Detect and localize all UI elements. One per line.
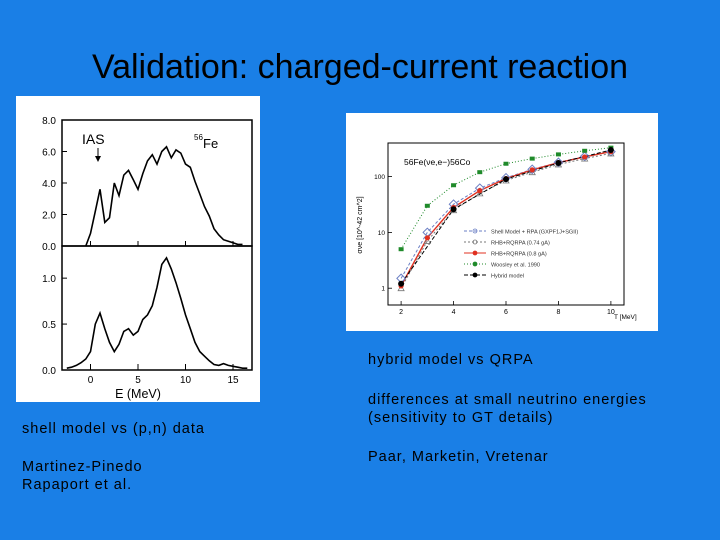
legend-marker — [472, 239, 478, 245]
data-point — [423, 237, 432, 244]
legend-label: Woosley et al. 1990 — [491, 263, 540, 269]
x-tick-label: 5 — [135, 375, 141, 386]
data-point — [579, 151, 590, 162]
data-point — [422, 227, 433, 238]
shell-model-series — [66, 256, 248, 369]
data-point — [398, 280, 405, 287]
data-point — [529, 167, 535, 173]
pn-data-series — [85, 145, 243, 247]
data-point — [398, 247, 404, 252]
data-point — [450, 206, 457, 213]
slide-title: Validation: charged-current reaction — [91, 48, 629, 86]
x-tick-label: 8 — [556, 309, 560, 316]
pn-chart-svg: 0.02.04.06.08.0 0.00.51.0 0 5 10 15 IAS 56 … — [42, 116, 253, 401]
caption-author-1: Martinez-Pinedo — [22, 459, 143, 475]
bottom-y-tick-label: 1.0 — [42, 274, 56, 285]
data-point — [424, 203, 430, 208]
legend-marker — [472, 250, 478, 256]
legend-marker — [472, 272, 478, 278]
pn-data-chart: 0.0 2.0 4.0 6.0 8.0 0.0 0.5 1.0 0 5 10 15 IAS 56 … — [16, 96, 260, 402]
x-tick-label: 2 — [399, 309, 403, 316]
y-axis-label: σνe [10^-42 cm^2] — [357, 196, 364, 253]
data-point — [476, 189, 484, 197]
x-tick-label: 6 — [504, 309, 508, 316]
caption-shell-model: shell model vs (p,n) data — [22, 421, 205, 437]
data-point — [555, 160, 562, 167]
y-tick-label: 10 — [378, 230, 386, 237]
legend-marker — [472, 228, 478, 234]
caption-differences: differences at small neutrino energies — [368, 392, 647, 408]
top-y-tick-label: 2.0 — [42, 211, 56, 222]
annotation-mass-number: 56 — [194, 133, 203, 142]
bottom-y-tick-label: 0.5 — [42, 320, 56, 331]
data-point — [582, 154, 588, 160]
top-y-tick-label: 8.0 — [42, 116, 56, 127]
caption-authors-paar: Paar, Marketin, Vretenar — [368, 449, 549, 465]
top-y-tick-label: 4.0 — [42, 179, 56, 190]
top-y-tick-label: 6.0 — [42, 148, 56, 159]
data-point — [396, 273, 407, 284]
bottom-y-tick-label: 0.0 — [42, 366, 56, 377]
data-point — [503, 176, 509, 183]
x-tick-label: 0 — [88, 375, 94, 386]
caption-author-2: Rapaport et al. — [22, 477, 133, 493]
legend-label: RHB+RQRPA (0.74 gA) — [491, 241, 550, 247]
data-point — [503, 161, 509, 166]
annotation-element: Fe — [203, 136, 218, 151]
legend-label: RHB+RQRPA (0.8 gA) — [491, 252, 547, 258]
data-point — [451, 183, 457, 188]
x-tick-label: 10 — [607, 309, 615, 316]
data-point — [529, 156, 535, 161]
cross-section-chart-svg: 2 4 6 8 10 1 10 100 56Fe(νe,e−)56Co σνe [10^-42… — [357, 142, 637, 321]
bottom-panel-frame — [61, 245, 253, 371]
plot-frame — [387, 142, 625, 306]
caption-sensitivity: (sensitivity to GT details) — [368, 410, 554, 426]
y-tick-label: 1 — [381, 286, 385, 293]
x-axis-label: E (MeV) — [115, 387, 161, 401]
data-point — [477, 170, 483, 175]
x-axis-label: T [MeV] — [614, 314, 637, 321]
data-point — [607, 146, 614, 153]
legend-label: Shell Model + RPA (GXPF1J+SGII) — [491, 230, 578, 236]
legend-marker — [472, 261, 478, 267]
x-tick-label: 4 — [452, 309, 456, 316]
x-tick-label: 15 — [227, 375, 239, 386]
chart-title: 56Fe(νe,e−)56Co — [404, 157, 471, 167]
x-tick-label: 10 — [180, 375, 192, 386]
series-line — [400, 151, 611, 279]
ias-arrow-head — [95, 156, 101, 162]
legend-label: Hybrid model — [491, 274, 524, 280]
y-tick-label: 100 — [374, 174, 385, 181]
legend: Shell Model + RPA (GXPF1J+SGII) RHB+RQRPA… — [464, 228, 578, 280]
data-point — [477, 188, 483, 194]
data-point — [527, 164, 538, 175]
caption-hybrid: hybrid model vs QRPA — [368, 352, 534, 368]
top-y-tick-label: 0.0 — [42, 242, 56, 253]
cross-section-chart: 2 4 6 8 10 1 10 100 56Fe(νe,e−)56Co σνe [10^-42… — [346, 113, 658, 331]
data-point — [555, 152, 561, 157]
data-point — [582, 148, 588, 153]
data-point — [424, 235, 430, 241]
annotation-ias: IAS — [82, 131, 105, 147]
